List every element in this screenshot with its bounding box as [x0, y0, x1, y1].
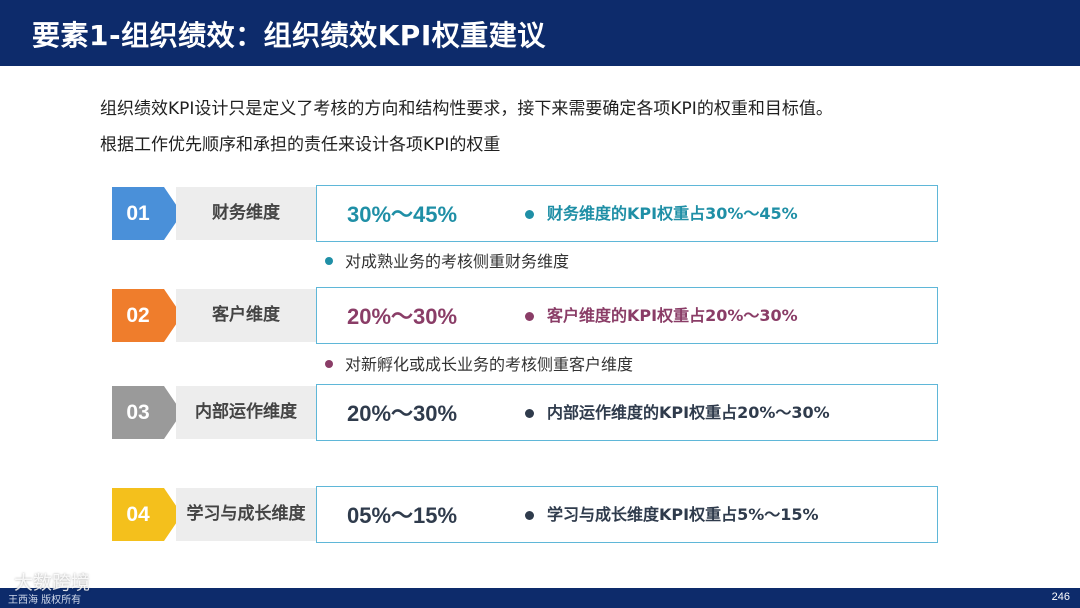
page-number: 246 [1051, 591, 1070, 603]
intro-line-1: 组织绩效KPI设计只是定义了考核的方向和结构性要求，接下来需要确定各项KPI的权… [100, 99, 833, 119]
dimension-panel [176, 386, 316, 439]
dimension-label: 财务维度 [212, 203, 280, 223]
note-text: 对成熟业务的考核侧重财务维度 [345, 252, 570, 271]
dimension-panel [176, 488, 316, 541]
row-number: 02 [126, 304, 150, 327]
bullet-dot [525, 511, 534, 520]
note-new-business: 对新孵化或成长业务的考核侧重客户维度 [325, 351, 633, 375]
note-bullet-dot [325, 256, 333, 265]
row-number-badge: 04 [112, 488, 182, 541]
row-number: 04 [126, 503, 150, 526]
badge-arrow-shape [112, 386, 182, 439]
badge-arrow-shape [112, 289, 182, 342]
badge-arrow-shape [112, 187, 182, 240]
note-mature-business: 对成熟业务的考核侧重财务维度 [325, 248, 569, 272]
kpi-row-internal: 03 内部运作维度 20%～30% 内部运作维度的KPI权重占20%～30% [112, 384, 938, 442]
note-bullet-dot [325, 359, 333, 368]
weight-description: 客户维度的KPI权重占20%～30% [547, 306, 798, 325]
weight-range: 20%～30% [347, 401, 458, 426]
weight-box: 30%～45% 财务维度的KPI权重占30%～45% [316, 185, 938, 242]
kpi-row-finance: 01 财务维度 30%～45% 财务维度的KPI权重占30%～45% [112, 185, 938, 243]
weight-description: 内部运作维度的KPI权重占20%～30% [547, 403, 830, 422]
bullet-dot [525, 409, 534, 418]
slide-title: 要素1-组织绩效：组织绩效KPI权重建议 [32, 19, 546, 52]
kpi-row-customer: 02 客户维度 20%～30% 客户维度的KPI权重占20%～30% [112, 287, 938, 345]
intro-line-2: 根据工作优先顺序和承担的责任来设计各项KPI的权重 [100, 135, 501, 155]
dimension-label: 客户维度 [212, 305, 280, 325]
row-number: 03 [126, 401, 150, 424]
bullet-dot [525, 312, 534, 321]
row-number-badge: 01 [112, 187, 182, 240]
weight-range: 30%～45% [347, 202, 458, 227]
dimension-label: 内部运作维度 [195, 402, 297, 422]
note-text: 对新孵化或成长业务的考核侧重客户维度 [345, 355, 634, 374]
row-number-badge: 02 [112, 289, 182, 342]
watermark-text: 大数跨境 [14, 572, 91, 594]
weight-box: 20%～30% 客户维度的KPI权重占20%～30% [316, 287, 938, 344]
weight-range: 20%～30% [347, 304, 458, 329]
dimension-panel [176, 187, 316, 240]
badge-arrow-shape [112, 488, 182, 541]
dimension-label: 学习与成长维度 [186, 504, 306, 524]
row-number-badge: 03 [112, 386, 182, 439]
weight-box: 05%～15% 学习与成长维度KPI权重占5%～15% [316, 486, 938, 543]
weight-description: 学习与成长维度KPI权重占5%～15% [547, 505, 819, 524]
kpi-row-learning: 04 学习与成长维度 05%～15% 学习与成长维度KPI权重占5%～15% [112, 486, 938, 544]
bullet-dot [525, 210, 534, 219]
weight-box: 20%～30% 内部运作维度的KPI权重占20%～30% [316, 384, 938, 441]
weight-range: 05%～15% [347, 503, 458, 528]
copyright-text: 王西海 版权所有 [8, 595, 82, 606]
slide-header: 要素1-组织绩效：组织绩效KPI权重建议 [0, 0, 1080, 66]
row-number: 01 [126, 202, 150, 225]
weight-description: 财务维度的KPI权重占30%～45% [547, 204, 798, 223]
slide-footer: 王西海 版权所有 246 [0, 588, 1080, 608]
dimension-panel [176, 289, 316, 342]
